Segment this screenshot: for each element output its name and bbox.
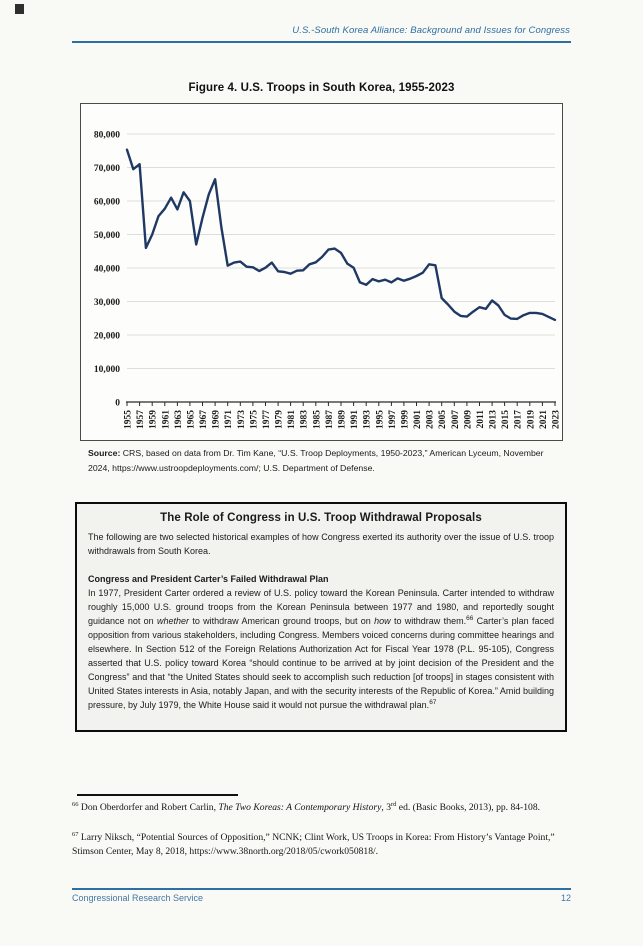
svg-text:1989: 1989	[338, 410, 348, 429]
svg-text:1959: 1959	[149, 410, 159, 429]
svg-text:2003: 2003	[426, 410, 436, 429]
svg-text:30,000: 30,000	[94, 298, 120, 308]
svg-text:1995: 1995	[375, 410, 385, 429]
page-footer: Congressional Research Service 12	[72, 893, 571, 903]
svg-text:40,000: 40,000	[94, 265, 120, 275]
footer-organization: Congressional Research Service	[72, 893, 204, 903]
svg-text:2001: 2001	[413, 410, 423, 429]
header-rule	[72, 41, 571, 43]
svg-text:1971: 1971	[224, 410, 234, 429]
textbox-intro: The following are two selected historica…	[88, 532, 554, 556]
troops-line-chart: 0 10,000 20,000 30,000 40,000 50,000 60,000 70,…	[80, 103, 563, 441]
textbox-body: In 1977, President Carter ordered a revi…	[88, 588, 554, 710]
svg-text:2019: 2019	[526, 410, 536, 429]
svg-text:1955: 1955	[124, 410, 134, 429]
svg-text:1983: 1983	[300, 410, 310, 429]
footnote-separator	[77, 794, 238, 796]
svg-text:1961: 1961	[161, 410, 171, 429]
svg-text:50,000: 50,000	[94, 231, 120, 241]
svg-text:1967: 1967	[199, 410, 209, 429]
svg-text:1987: 1987	[325, 410, 335, 429]
svg-text:10,000: 10,000	[94, 365, 120, 375]
svg-text:1999: 1999	[400, 410, 410, 429]
svg-text:1997: 1997	[388, 410, 398, 429]
svg-text:2005: 2005	[438, 410, 448, 429]
svg-text:60,000: 60,000	[94, 198, 120, 208]
svg-text:1981: 1981	[287, 410, 297, 429]
svg-text:20,000: 20,000	[94, 332, 120, 342]
svg-text:2023: 2023	[552, 410, 562, 429]
svg-text:2015: 2015	[501, 410, 511, 429]
svg-text:1975: 1975	[249, 410, 259, 429]
svg-text:1979: 1979	[275, 410, 285, 429]
svg-text:1973: 1973	[237, 410, 247, 429]
scan-artifact	[15, 4, 24, 14]
svg-text:1977: 1977	[262, 410, 272, 429]
footnote-67: 67 Larry Niksch, “Potential Sources of O…	[72, 830, 555, 857]
svg-text:0: 0	[115, 399, 120, 409]
textbox-subheading: Congress and President Carter’s Failed W…	[88, 574, 329, 584]
svg-text:1963: 1963	[174, 410, 184, 429]
svg-text:1991: 1991	[350, 410, 360, 429]
svg-text:1985: 1985	[312, 410, 322, 429]
footer-rule	[72, 888, 571, 890]
congress-role-textbox: The Role of Congress in U.S. Troop Withd…	[75, 502, 567, 732]
chart-canvas: 0 10,000 20,000 30,000 40,000 50,000 60,000 70,…	[94, 131, 562, 430]
figure-title: Figure 4. U.S. Troops in South Korea, 19…	[188, 82, 455, 94]
svg-text:1969: 1969	[212, 410, 222, 429]
svg-text:1993: 1993	[363, 410, 373, 429]
figure-source: Source: CRS, based on data from Dr. Tim …	[88, 448, 544, 473]
textbox-title: The Role of Congress in U.S. Troop Withd…	[160, 512, 482, 524]
svg-text:2017: 2017	[514, 410, 524, 429]
svg-text:2007: 2007	[451, 410, 461, 429]
svg-text:1965: 1965	[186, 410, 196, 429]
page-number: 12	[560, 893, 571, 903]
footnote-66: 66 Don Oberdorfer and Robert Carlin, The…	[72, 800, 541, 813]
svg-text:70,000: 70,000	[94, 164, 120, 174]
svg-text:80,000: 80,000	[94, 131, 120, 141]
svg-text:2013: 2013	[489, 410, 499, 429]
svg-text:2021: 2021	[539, 410, 549, 429]
running-head: U.S.-South Korea Alliance: Background an…	[292, 25, 570, 36]
svg-text:1957: 1957	[136, 410, 146, 429]
svg-text:2011: 2011	[476, 410, 486, 429]
svg-text:2009: 2009	[463, 410, 473, 429]
